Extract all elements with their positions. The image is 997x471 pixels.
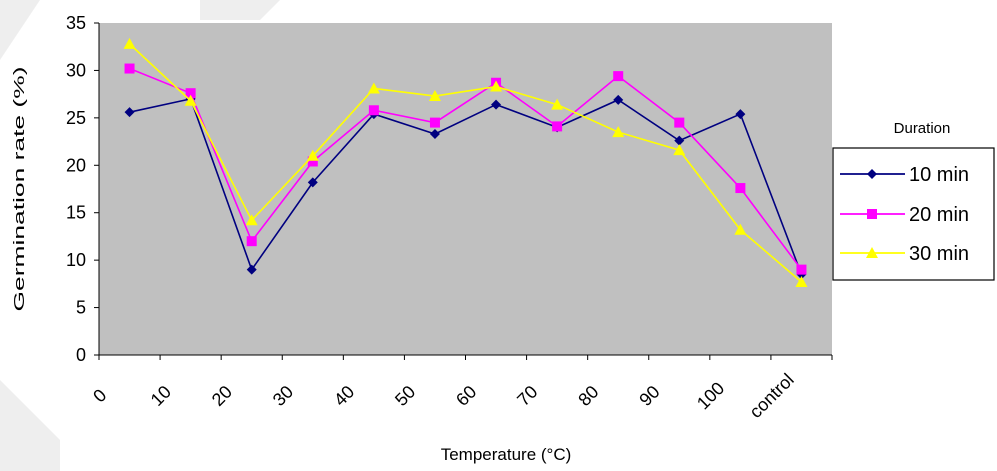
x-axis: 0 10 20 30 40 50 60 70 80 90 100 control [89,354,833,422]
data-point [246,236,257,247]
data-point [866,247,878,258]
y-tick-label: 25 [66,108,86,128]
data-point [124,107,135,118]
x-tick-label: 10 [147,382,175,410]
y-tick-label: 35 [66,13,86,33]
x-tick-label: 50 [391,382,419,410]
y-tick-label: 10 [66,250,86,270]
data-point [428,90,441,102]
x-tick-label: 0 [89,385,110,406]
y-tick-label: 30 [66,60,86,80]
data-point [429,117,440,128]
series-30-min [123,37,808,287]
x-tick-label: 80 [574,382,602,410]
series-line [129,97,803,275]
data-point [552,121,563,132]
data-point [429,128,440,139]
x-tick-label: 60 [452,382,480,410]
data-point [674,117,685,128]
watermark-shape [200,0,280,20]
legend-label: 30 min [909,243,969,265]
legend-label: 20 min [909,204,969,226]
series-line [129,67,803,271]
data-point [734,223,747,235]
legend: 10 min 20 min 30 min [832,147,995,281]
data-point [613,94,624,105]
watermark-shape [0,380,60,471]
data-point [306,149,319,161]
data-point [246,264,257,275]
series-layer [123,37,808,287]
plot-area [99,23,832,355]
data-point [674,135,685,146]
data-point [673,144,686,156]
data-point [123,37,136,49]
x-tick-label: 20 [208,382,236,410]
series-10-min [124,93,807,280]
data-point [307,156,318,167]
y-tick-label: 20 [66,155,86,175]
data-point [612,126,625,138]
data-point [491,99,502,110]
data-point [796,264,807,275]
y-tick-label: 15 [66,203,86,223]
data-point [124,63,135,74]
y-axis-label: Germination rate (%) [11,67,28,312]
data-point [245,214,258,226]
x-tick-label: 70 [513,382,541,410]
y-axis: 0 5 10 15 20 25 30 35 [66,13,100,365]
data-point [307,177,318,188]
x-axis-label: Temperature (°C) [441,445,572,464]
data-point [613,71,624,82]
legend-label: 10 min [909,164,969,186]
x-tick-label: 40 [330,382,358,410]
watermark-shape [0,0,40,60]
y-tick-label: 0 [76,345,86,365]
data-point [735,183,746,194]
data-point [490,80,503,92]
data-point [867,209,877,219]
data-point [367,82,380,94]
data-point [184,94,197,106]
series-line [128,43,802,283]
data-point [795,275,808,287]
x-tick-label: control [746,370,798,422]
x-tick-label: 90 [635,382,663,410]
data-point [368,105,379,116]
y-tick-label: 5 [76,298,86,318]
data-point [867,169,877,179]
legend-title: Duration [894,120,951,137]
x-tick-label: 100 [693,378,728,413]
data-point [185,88,196,99]
data-point [735,109,746,120]
x-tick-label: 30 [269,382,297,410]
data-point [551,98,564,110]
